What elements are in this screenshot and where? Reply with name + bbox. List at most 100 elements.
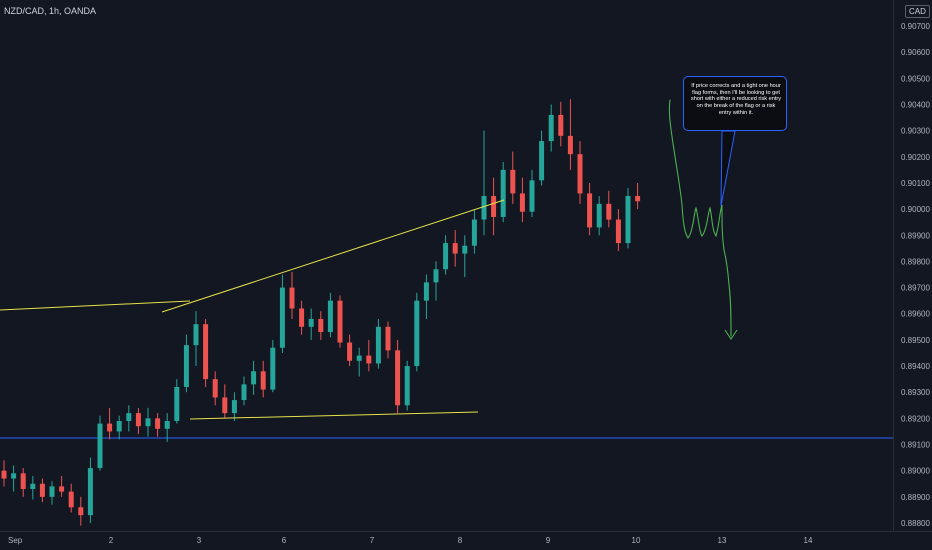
candle-body[interactable]	[308, 318, 314, 327]
candle-body[interactable]	[68, 491, 74, 508]
candle-body[interactable]	[231, 400, 237, 414]
candle-body[interactable]	[414, 300, 420, 367]
candle-body[interactable]	[356, 355, 362, 361]
time-tick-label: 14	[804, 536, 813, 545]
candle-body[interactable]	[529, 180, 535, 212]
candle-body[interactable]	[241, 384, 247, 401]
candle-body[interactable]	[443, 243, 449, 270]
price-tick-label: 0.88900	[901, 493, 930, 502]
candle-body[interactable]	[510, 169, 516, 194]
candle-body[interactable]	[20, 473, 26, 489]
candle-body[interactable]	[404, 366, 410, 406]
candle-body[interactable]	[491, 196, 497, 217]
price-tick-label: 0.88800	[901, 519, 930, 528]
candle-body[interactable]	[49, 486, 55, 497]
candle-body[interactable]	[375, 326, 381, 364]
candle-body[interactable]	[462, 245, 468, 254]
chart-overlay-drawings	[0, 99, 738, 420]
candle-body[interactable]	[548, 114, 554, 142]
candle-body[interactable]	[327, 300, 333, 333]
candle-body[interactable]	[500, 169, 506, 217]
candle-body[interactable]	[126, 413, 132, 421]
price-axis[interactable]: 0.90700 0.90600 0.90500 0.90400 0.90300 0.902…	[901, 22, 930, 528]
candle-body[interactable]	[625, 196, 631, 244]
price-tick-label: 0.89100	[901, 441, 930, 450]
candle-body[interactable]	[587, 193, 593, 228]
time-tick-label: 3	[197, 536, 202, 545]
time-tick-label: 10	[632, 536, 641, 545]
candle-body[interactable]	[39, 483, 45, 497]
candle-body[interactable]	[30, 483, 36, 489]
price-tick-label: 0.89400	[901, 362, 930, 371]
candle-body[interactable]	[635, 196, 641, 202]
time-tick-label: 13	[718, 536, 727, 545]
candle-body[interactable]	[452, 243, 458, 254]
price-tick-label: 0.90600	[901, 48, 930, 57]
candle-body[interactable]	[97, 423, 103, 469]
candle-body[interactable]	[270, 347, 276, 390]
candle-body[interactable]	[11, 473, 17, 479]
time-tick-label: 6	[282, 536, 287, 545]
price-tick-label: 0.89200	[901, 414, 930, 423]
candle-body[interactable]	[145, 418, 151, 427]
candle-body[interactable]	[558, 114, 564, 136]
price-tick-label: 0.90300	[901, 127, 930, 136]
annotation-callout: If price corrects and a tight one hour f…	[683, 76, 787, 131]
candle-body[interactable]	[299, 308, 305, 327]
price-tick-label: 0.89000	[901, 467, 930, 476]
candle-body[interactable]	[433, 269, 439, 283]
candle-body[interactable]	[395, 350, 401, 406]
candle-body[interactable]	[423, 282, 429, 301]
candle-body[interactable]	[116, 420, 122, 432]
candle-body[interactable]	[59, 486, 65, 492]
candle-body[interactable]	[471, 219, 477, 246]
candle-body[interactable]	[164, 420, 170, 429]
candle-body[interactable]	[385, 326, 391, 351]
candle-body[interactable]	[135, 413, 141, 427]
candle-body[interactable]	[174, 386, 180, 421]
candle-body[interactable]	[203, 324, 209, 380]
price-tick-label: 0.90200	[901, 153, 930, 162]
candle-body[interactable]	[78, 507, 84, 516]
candle-body[interactable]	[251, 371, 257, 385]
candle-body[interactable]	[596, 203, 602, 228]
candle-body[interactable]	[193, 324, 199, 346]
candle-body[interactable]	[155, 418, 161, 429]
currency-badge[interactable]: CAD	[905, 5, 930, 18]
candle-body[interactable]	[1, 470, 7, 479]
candle-body[interactable]	[318, 318, 324, 333]
candle-body[interactable]	[481, 196, 487, 220]
candle-body[interactable]	[107, 423, 113, 432]
candle-body[interactable]	[567, 135, 573, 155]
price-tick-label: 0.90100	[901, 179, 930, 188]
callout-pointer	[720, 130, 736, 207]
price-tick-label: 0.89800	[901, 257, 930, 266]
price-tick-label: 0.90500	[901, 74, 930, 83]
candle-body[interactable]	[212, 379, 218, 398]
candle-body[interactable]	[222, 397, 228, 414]
price-tick-label: 0.89300	[901, 388, 930, 397]
candle-body[interactable]	[260, 371, 266, 390]
support-trendline[interactable]	[189, 411, 479, 420]
candle-body[interactable]	[615, 219, 621, 244]
candle-body[interactable]	[347, 342, 353, 361]
candle-body[interactable]	[606, 203, 612, 220]
time-axis[interactable]: Sep 2 3 6 7 8 9 10 13 14	[8, 536, 813, 545]
candle-body[interactable]	[539, 141, 545, 181]
candle-body[interactable]	[289, 287, 295, 309]
upper-trendline-left[interactable]	[0, 300, 191, 311]
candle-body[interactable]	[366, 355, 372, 364]
projection-arrow-icon	[724, 329, 738, 340]
candle-body[interactable]	[183, 345, 189, 387]
resistance-trendline[interactable]	[161, 199, 505, 313]
price-tick-label: 0.89500	[901, 336, 930, 345]
candle-body[interactable]	[577, 154, 583, 194]
candle-body[interactable]	[337, 300, 343, 343]
candle-body[interactable]	[519, 193, 525, 212]
candle-body[interactable]	[87, 468, 93, 516]
projection-path	[668, 99, 732, 337]
price-tick-label: 0.89900	[901, 231, 930, 240]
candle-body[interactable]	[279, 287, 285, 348]
